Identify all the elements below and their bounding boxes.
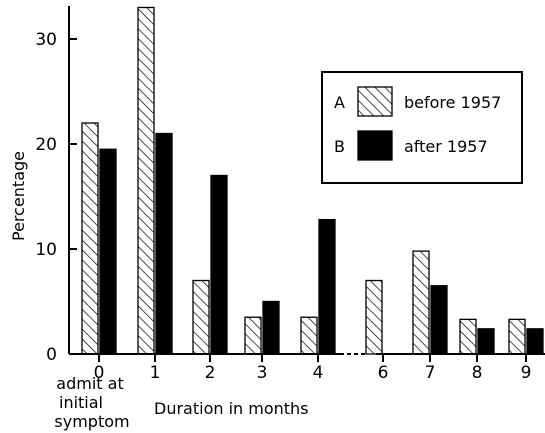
bar-after-1957-4 <box>318 218 336 355</box>
legend-label-after-1957: after 1957 <box>404 137 488 156</box>
bar-before-1957-3 <box>244 316 262 355</box>
category-note-line-3: symptom <box>54 412 129 431</box>
bar-before-1957-6 <box>365 279 383 355</box>
bar-before-1957-8 <box>459 318 477 355</box>
bar-after-1957-8 <box>477 328 495 355</box>
y-tick-label-30: 30 <box>35 30 57 50</box>
x-tick-label-1: 1 <box>150 363 161 383</box>
bar-before-1957-1 <box>137 6 155 355</box>
bar-before-1957-7 <box>412 250 430 355</box>
bar-before-1957-4 <box>300 316 318 355</box>
category-note-line-2: initial <box>59 393 103 412</box>
bar-before-1957-9 <box>508 318 526 355</box>
x-tick-label-3: 3 <box>257 363 268 383</box>
bar-after-1957-0 <box>99 148 117 355</box>
y-tick-label-0: 0 <box>46 345 57 365</box>
bar-after-1957-2 <box>210 174 228 355</box>
y-tick-label-10: 10 <box>35 240 57 260</box>
bar-after-1957-1 <box>155 132 173 355</box>
legend-swatch-before-1957 <box>357 86 393 117</box>
bar-after-1957-3 <box>262 300 280 355</box>
bar-before-1957-0 <box>81 122 99 355</box>
x-tick-label-8: 8 <box>472 363 483 383</box>
y-axis-title: Percentage <box>9 151 28 241</box>
legend-label-before-1957: before 1957 <box>404 93 501 112</box>
x-axis-title: Duration in months <box>154 399 309 418</box>
category-note-line-1: admit at <box>56 374 123 393</box>
bar-before-1957-2 <box>192 279 210 355</box>
legend-swatch-after-1957 <box>357 130 393 161</box>
x-tick-label-2: 2 <box>205 363 216 383</box>
x-tick-label-0: 0 <box>94 363 105 383</box>
bar-after-1957-9 <box>526 328 544 355</box>
axes <box>68 6 545 362</box>
legend-key-b: B <box>334 137 345 156</box>
x-tick-label-9: 9 <box>521 363 532 383</box>
legend: A before 1957 B after 1957 <box>321 71 523 184</box>
y-tick-label-20: 20 <box>35 135 57 155</box>
legend-box <box>321 71 523 184</box>
bars <box>81 6 544 355</box>
tick-labels: 0 10 20 30 0 1 2 3 4 6 7 8 9 <box>35 30 531 383</box>
x-tick-label-6: 6 <box>378 363 389 383</box>
x-tick-label-7: 7 <box>425 363 436 383</box>
legend-key-a: A <box>334 93 345 112</box>
bar-after-1957-7 <box>430 285 448 355</box>
x-tick-label-4: 4 <box>313 363 324 383</box>
